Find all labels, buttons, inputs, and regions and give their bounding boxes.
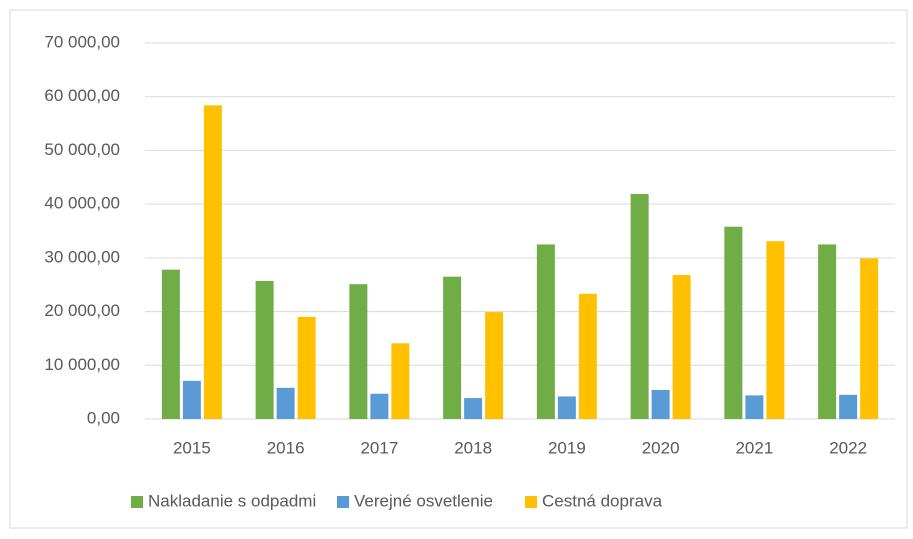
bar xyxy=(724,226,743,419)
bar xyxy=(578,293,597,419)
x-tick-label: 2020 xyxy=(642,438,680,457)
y-tick-label: 40 000,00 xyxy=(44,194,120,213)
bar xyxy=(536,244,555,419)
legend-label: Cestná doprava xyxy=(542,491,663,510)
bar xyxy=(161,269,180,419)
bar xyxy=(349,284,368,419)
bar xyxy=(818,244,837,419)
x-tick-label: 2022 xyxy=(829,438,867,457)
legend-swatch xyxy=(525,496,537,508)
bar xyxy=(464,398,483,419)
y-tick-label: 50 000,00 xyxy=(44,140,120,159)
x-tick-label: 2019 xyxy=(548,438,586,457)
x-tick-label: 2021 xyxy=(735,438,773,457)
y-tick-label: 70 000,00 xyxy=(44,32,120,51)
legend-label: Nakladanie s odpadmi xyxy=(148,491,316,510)
bar xyxy=(860,258,879,419)
x-tick-label: 2018 xyxy=(454,438,492,457)
x-tick-label: 2017 xyxy=(360,438,398,457)
bar xyxy=(557,396,576,419)
bar xyxy=(745,395,764,419)
bar xyxy=(276,387,295,419)
bar xyxy=(391,343,410,419)
bar xyxy=(766,241,785,419)
bar xyxy=(839,394,858,419)
bar xyxy=(203,105,222,420)
bar xyxy=(297,316,316,419)
y-tick-label: 60 000,00 xyxy=(44,86,120,105)
bar xyxy=(485,312,504,419)
legend-swatch xyxy=(337,496,349,508)
x-tick-label: 2015 xyxy=(173,438,211,457)
bar xyxy=(672,275,691,419)
bar xyxy=(651,389,670,419)
x-tick-label: 2016 xyxy=(267,438,305,457)
bar xyxy=(370,393,389,419)
bar xyxy=(182,380,201,419)
legend-swatch xyxy=(131,496,143,508)
bar xyxy=(255,280,274,419)
y-tick-label: 0,00 xyxy=(87,408,120,427)
y-tick-label: 10 000,00 xyxy=(44,355,120,374)
bar xyxy=(630,193,649,419)
legend-label: Verejné osvetlenie xyxy=(354,491,493,510)
bar xyxy=(443,276,462,419)
y-tick-label: 30 000,00 xyxy=(44,247,120,266)
y-tick-label: 20 000,00 xyxy=(44,301,120,320)
